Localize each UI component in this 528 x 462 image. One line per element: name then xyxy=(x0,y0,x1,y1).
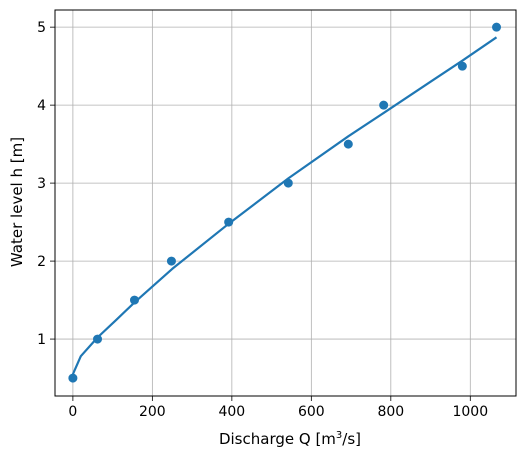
data-point xyxy=(283,178,293,188)
x-tick-label: 200 xyxy=(139,404,166,420)
plot-frame xyxy=(54,9,517,397)
y-tick-label: 3 xyxy=(37,176,46,192)
x-tick-label: 0 xyxy=(68,404,77,420)
data-point xyxy=(68,373,78,383)
data-point xyxy=(343,139,353,149)
y-tick-label: 4 xyxy=(37,98,46,114)
x-tick-label: 1000 xyxy=(452,404,488,420)
data-point xyxy=(379,100,389,110)
y-tick-label: 2 xyxy=(37,254,46,270)
y-tick-label: 1 xyxy=(37,332,46,348)
data-point xyxy=(457,61,467,71)
x-tick-label: 600 xyxy=(298,404,325,420)
data-point xyxy=(224,217,234,227)
x-axis-ticks: 0 200 400 600 800 1000 xyxy=(68,396,488,420)
y-axis-ticks: 1 2 3 4 5 xyxy=(37,20,55,348)
x-axis-label: Discharge Q [m3/s] xyxy=(219,430,361,448)
data-point xyxy=(166,256,176,266)
data-point xyxy=(492,22,502,32)
y-tick-label: 5 xyxy=(37,20,46,36)
grid-lines xyxy=(55,10,516,396)
data-points-layer xyxy=(68,22,502,383)
fitted-curve-line xyxy=(71,36,498,375)
fitted-curve-layer xyxy=(71,36,498,375)
data-point xyxy=(129,295,139,305)
x-tick-label: 400 xyxy=(218,404,245,420)
y-axis-label: Water level h [m] xyxy=(8,137,26,267)
data-point xyxy=(93,334,103,344)
x-tick-label: 800 xyxy=(377,404,404,420)
